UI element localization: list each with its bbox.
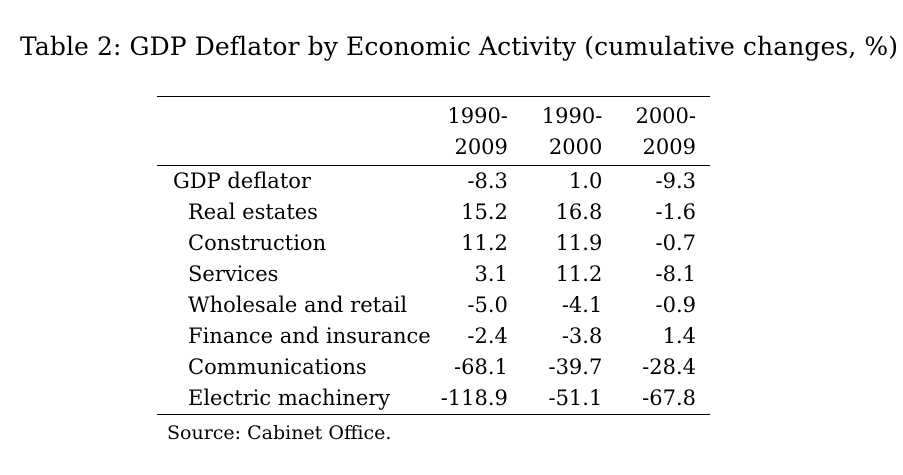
- table-cell: -5.0: [467, 293, 508, 317]
- header-col-2000-2009-top: 2000-: [616, 96, 710, 132]
- header-blank-cell: [157, 132, 431, 166]
- row-label: Communications: [188, 355, 367, 379]
- header-col-2000-2009-bottom: 2009: [616, 132, 710, 166]
- table-row: Electric machinery -118.9 -51.1 -67.8: [157, 383, 710, 415]
- table-cell: 11.2: [461, 231, 508, 255]
- table-cell: -3.8: [561, 324, 603, 348]
- table-row: Wholesale and retail -5.0 -4.1 -0.9: [157, 290, 710, 321]
- table-cell: 11.9: [555, 231, 603, 255]
- table-cell: -8.1: [655, 262, 697, 286]
- table-cell: 1.4: [662, 324, 696, 348]
- table-cell: -39.7: [548, 355, 603, 379]
- row-label: Services: [188, 262, 279, 286]
- header-blank-cell: [157, 96, 431, 132]
- header-col-1990-2009-top: 1990-: [430, 96, 522, 132]
- table-row: Construction 11.2 11.9 -0.7: [157, 228, 710, 259]
- header-col-1990-2009-bottom: 2009: [430, 132, 522, 166]
- table-cell: 3.1: [474, 262, 508, 286]
- header-row-top: 1990- 1990- 2000-: [157, 96, 710, 132]
- table-cell: -51.1: [521, 383, 617, 415]
- table-row: GDP deflator -8.3 1.0 -9.3: [157, 166, 710, 198]
- table-cell: 11.2: [555, 262, 603, 286]
- table-header: 1990- 1990- 2000- 2009 2000 2009: [157, 96, 710, 166]
- table-cell: -4.1: [561, 293, 603, 317]
- table-cell: -118.9: [430, 383, 522, 415]
- table-cell: -8.3: [467, 169, 508, 193]
- table-cell: -9.3: [655, 169, 697, 193]
- deflator-table: 1990- 1990- 2000- 2009 2000 2009 GDP def…: [157, 96, 710, 415]
- table-body: GDP deflator -8.3 1.0 -9.3 Real estates …: [157, 166, 710, 415]
- row-label: Finance and insurance: [188, 324, 431, 348]
- table-cell: -28.4: [642, 355, 696, 379]
- header-row-bottom: 2009 2000 2009: [157, 132, 710, 166]
- row-label: Real estates: [188, 200, 318, 224]
- table-row: Services 3.1 11.2 -8.1: [157, 259, 710, 290]
- table-cell: -67.8: [616, 383, 710, 415]
- table-row: Communications -68.1 -39.7 -28.4: [157, 352, 710, 383]
- table-cell: -2.4: [467, 324, 508, 348]
- deflator-table-container: 1990- 1990- 2000- 2009 2000 2009 GDP def…: [157, 96, 710, 415]
- row-label: GDP deflator: [173, 169, 311, 193]
- table-cell: -1.6: [655, 200, 697, 224]
- table-row: Finance and insurance -2.4 -3.8 1.4: [157, 321, 710, 352]
- table-cell: 16.8: [555, 200, 603, 224]
- table-cell: 15.2: [461, 200, 508, 224]
- row-label: Construction: [188, 231, 327, 255]
- table-cell: -0.7: [655, 231, 697, 255]
- header-col-1990-2000-bottom: 2000: [521, 132, 617, 166]
- header-col-1990-2000-top: 1990-: [521, 96, 617, 132]
- table-cell: -0.9: [655, 293, 697, 317]
- table-cell: 1.0: [568, 169, 603, 193]
- table-caption: Table 2: GDP Deflator by Economic Activi…: [20, 32, 899, 61]
- source-note: Source: Cabinet Office.: [167, 422, 392, 444]
- row-label: Electric machinery: [157, 383, 431, 415]
- table-cell: -68.1: [454, 355, 508, 379]
- table-row: Real estates 15.2 16.8 -1.6: [157, 197, 710, 228]
- row-label: Wholesale and retail: [188, 293, 408, 317]
